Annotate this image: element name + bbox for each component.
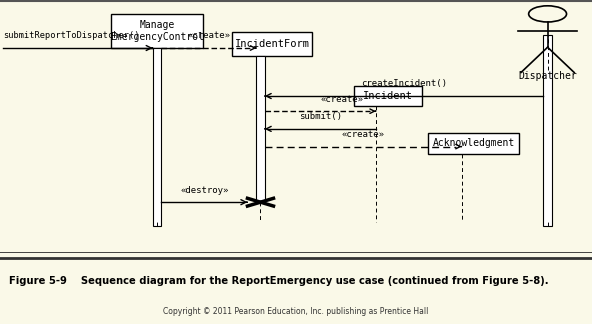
Bar [543,35,552,226]
Text: Figure 5-9    Sequence diagram for the ReportEmergency use case (continued from : Figure 5-9 Sequence diagram for the Repo… [9,276,549,286]
Text: «create»: «create» [320,95,363,104]
Text: «create»: «create» [342,130,385,139]
Text: «destroy»: «destroy» [180,186,229,195]
Bar [233,31,313,56]
Text: submit(): submit() [299,112,342,121]
Text: Dispatcher: Dispatcher [518,71,577,81]
Text: createIncident(): createIncident() [361,79,447,88]
Text: «create»: «create» [187,31,230,40]
Text: IncidentForm: IncidentForm [235,39,310,49]
Bar [427,133,520,154]
Text: Acknowledgment: Acknowledgment [433,138,514,148]
Text: Incident: Incident [363,91,413,101]
Bar [354,86,422,106]
Bar [111,14,202,48]
Bar [256,56,265,202]
Bar [153,48,161,226]
Text: Copyright © 2011 Pearson Education, Inc. publishing as Prentice Hall: Copyright © 2011 Pearson Education, Inc.… [163,307,429,316]
Text: submitReportToDispatcher(): submitReportToDispatcher() [3,31,140,40]
Text: Manage
EmergencyControl: Manage EmergencyControl [110,20,204,42]
